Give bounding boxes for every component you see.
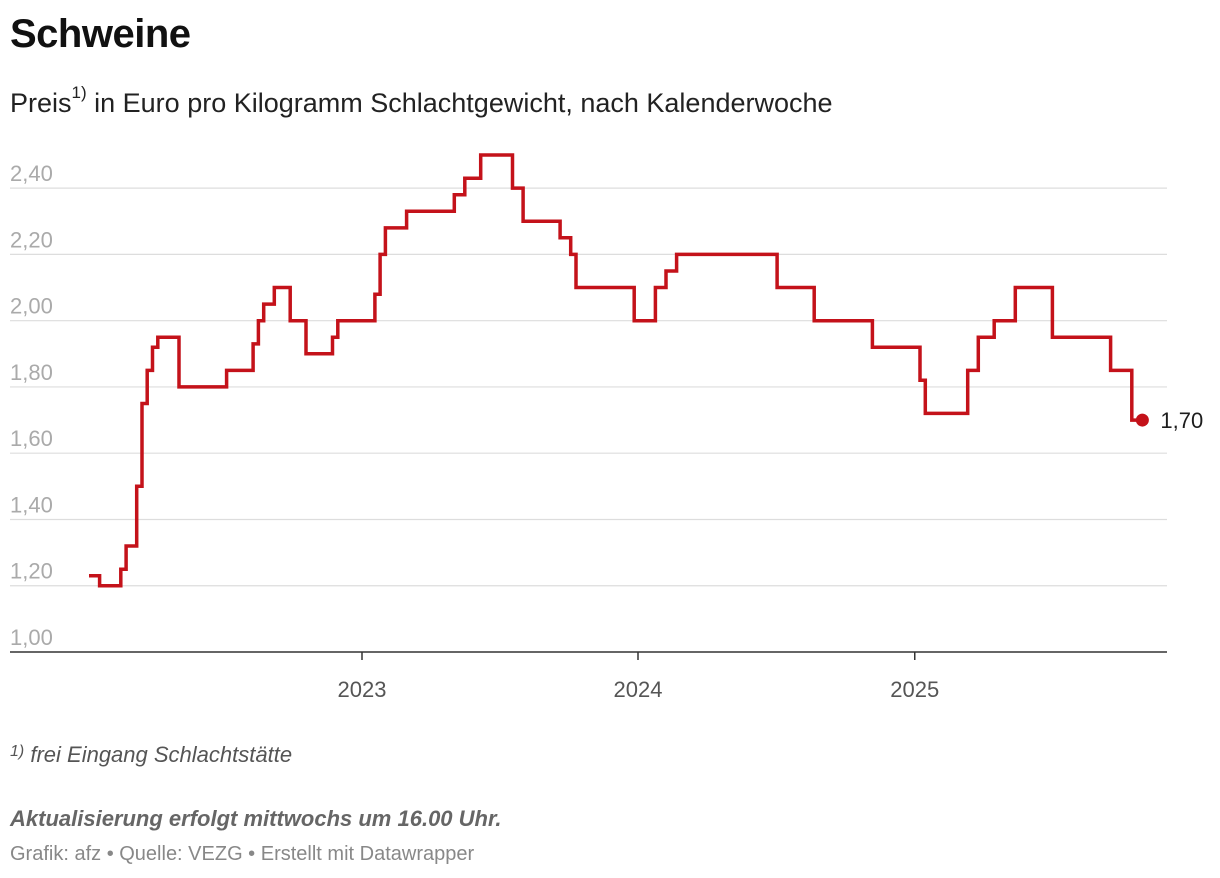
y-tick-label: 1,40 xyxy=(10,492,53,517)
chart-title: Schweine xyxy=(10,12,191,56)
y-tick-label: 1,60 xyxy=(10,426,53,451)
footnote-text: frei Eingang Schlachtstätte xyxy=(24,742,293,767)
footnote-marker: 1) xyxy=(10,743,25,760)
update-note: Aktualisierung erfolgt mittwochs um 16.0… xyxy=(10,806,502,831)
y-tick-label: 1,20 xyxy=(10,559,53,584)
end-value-label: 1,70 xyxy=(1160,408,1203,433)
y-tick-label: 2,40 xyxy=(10,161,53,186)
y-tick-label: 1,00 xyxy=(10,625,53,650)
x-tick-label: 2025 xyxy=(890,677,939,702)
subtitle-footnote-marker: 1) xyxy=(71,83,87,102)
subtitle-prefix: Preis xyxy=(10,88,72,118)
y-tick-label: 1,80 xyxy=(10,360,53,385)
price-series-line xyxy=(89,153,1143,588)
footnote: 1) frei Eingang Schlachtstätte xyxy=(10,742,292,768)
y-tick-label: 2,00 xyxy=(10,294,53,319)
y-tick-label: 2,20 xyxy=(10,227,53,252)
chart-subtitle: Preis1) in Euro pro Kilogramm Schlachtge… xyxy=(10,84,833,119)
source-credit: Grafik: afz • Quelle: VEZG • Erstellt mi… xyxy=(10,843,475,865)
subtitle-rest: in Euro pro Kilogramm Schlachtgewicht, n… xyxy=(86,88,833,118)
line-chart: 1,00 1,20 1,40 1,60 1,80 2,00 2,20 2,40 2023 2024… xyxy=(10,153,1203,702)
x-tick-label: 2024 xyxy=(614,677,663,702)
x-tick-label: 2023 xyxy=(338,677,387,702)
end-point-marker xyxy=(1135,413,1149,427)
